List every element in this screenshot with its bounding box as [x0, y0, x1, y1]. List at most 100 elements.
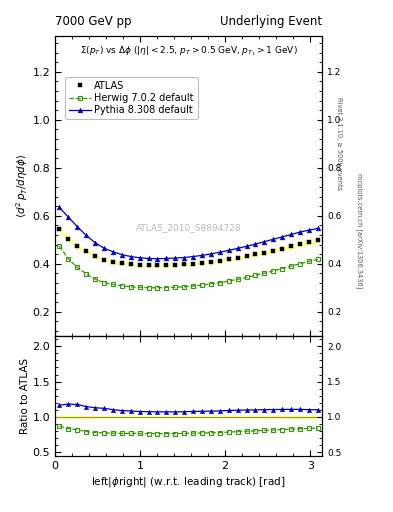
Pythia 8.308 default — [173, 255, 178, 261]
ATLAS — [191, 261, 195, 267]
ATLAS — [200, 260, 204, 266]
Herwig 7.0.2 default — [235, 276, 240, 283]
Pythia 8.308 default — [253, 241, 258, 247]
Pythia 8.308 default — [209, 251, 213, 257]
ATLAS — [307, 239, 311, 245]
Herwig 7.0.2 default — [164, 285, 169, 291]
Pythia 8.308 default — [129, 253, 133, 260]
Line: Herwig 7.0.2 default: Herwig 7.0.2 default — [57, 244, 320, 290]
Pythia 8.308 default — [298, 229, 302, 235]
Pythia 8.308 default — [164, 255, 169, 262]
Pythia 8.308 default — [146, 255, 151, 262]
ATLAS — [173, 262, 178, 268]
Pythia 8.308 default — [217, 249, 222, 255]
Herwig 7.0.2 default — [93, 276, 97, 282]
Herwig 7.0.2 default — [155, 285, 160, 291]
Herwig 7.0.2 default — [129, 284, 133, 290]
Herwig 7.0.2 default — [289, 263, 294, 269]
Text: 7000 GeV pp: 7000 GeV pp — [55, 15, 132, 28]
Herwig 7.0.2 default — [298, 261, 302, 267]
Pythia 8.308 default — [155, 255, 160, 262]
Pythia 8.308 default — [110, 249, 115, 255]
Pythia 8.308 default — [289, 231, 294, 238]
ATLAS — [298, 241, 302, 247]
Herwig 7.0.2 default — [110, 281, 115, 287]
ATLAS — [137, 262, 142, 268]
Herwig 7.0.2 default — [226, 278, 231, 284]
Pythia 8.308 default — [244, 243, 249, 249]
Text: Underlying Event: Underlying Event — [220, 15, 322, 28]
ATLAS — [93, 253, 97, 259]
Pythia 8.308 default — [200, 252, 204, 259]
ATLAS — [253, 251, 258, 258]
Herwig 7.0.2 default — [271, 268, 275, 274]
Line: ATLAS: ATLAS — [57, 226, 320, 268]
Pythia 8.308 default — [226, 247, 231, 253]
Herwig 7.0.2 default — [173, 284, 178, 290]
Herwig 7.0.2 default — [307, 258, 311, 264]
ATLAS — [164, 262, 169, 268]
Herwig 7.0.2 default — [137, 284, 142, 290]
Herwig 7.0.2 default — [119, 283, 124, 289]
Herwig 7.0.2 default — [253, 272, 258, 279]
ATLAS — [209, 259, 213, 265]
ATLAS — [280, 246, 285, 252]
ATLAS — [289, 243, 294, 249]
Pythia 8.308 default — [280, 234, 285, 240]
Pythia 8.308 default — [75, 224, 80, 230]
Pythia 8.308 default — [235, 245, 240, 251]
ATLAS — [226, 257, 231, 263]
Herwig 7.0.2 default — [66, 256, 71, 262]
Pythia 8.308 default — [137, 254, 142, 261]
Herwig 7.0.2 default — [57, 243, 62, 249]
Herwig 7.0.2 default — [217, 280, 222, 286]
ATLAS — [119, 260, 124, 266]
Herwig 7.0.2 default — [84, 271, 88, 277]
Pythia 8.308 default — [271, 236, 275, 242]
Pythia 8.308 default — [191, 253, 195, 260]
ATLAS — [244, 253, 249, 260]
Herwig 7.0.2 default — [244, 274, 249, 281]
Line: Pythia 8.308 default: Pythia 8.308 default — [57, 205, 320, 261]
Pythia 8.308 default — [119, 251, 124, 258]
X-axis label: left$|\phi$right$|$ (w.r.t. leading track) [rad]: left$|\phi$right$|$ (w.r.t. leading trac… — [92, 475, 286, 489]
ATLAS — [110, 259, 115, 265]
Pythia 8.308 default — [316, 225, 320, 231]
Herwig 7.0.2 default — [280, 266, 285, 272]
Pythia 8.308 default — [102, 245, 107, 251]
ATLAS — [235, 255, 240, 261]
ATLAS — [155, 262, 160, 268]
ATLAS — [316, 238, 320, 244]
Pythia 8.308 default — [93, 240, 97, 246]
Pythia 8.308 default — [66, 214, 71, 220]
Herwig 7.0.2 default — [209, 281, 213, 287]
Pythia 8.308 default — [307, 227, 311, 233]
ATLAS — [271, 247, 275, 253]
ATLAS — [182, 262, 187, 268]
ATLAS — [146, 262, 151, 268]
Y-axis label: $\langle d^2\, p_T / d\eta d\phi \rangle$: $\langle d^2\, p_T / d\eta d\phi \rangle… — [14, 154, 29, 218]
ATLAS — [262, 250, 267, 256]
Pythia 8.308 default — [262, 239, 267, 245]
Legend: ATLAS, Herwig 7.0.2 default, Pythia 8.308 default: ATLAS, Herwig 7.0.2 default, Pythia 8.30… — [65, 77, 198, 119]
Herwig 7.0.2 default — [200, 282, 204, 288]
Herwig 7.0.2 default — [146, 285, 151, 291]
Text: ATLAS_2010_S8894728: ATLAS_2010_S8894728 — [136, 223, 241, 232]
Herwig 7.0.2 default — [182, 284, 187, 290]
Herwig 7.0.2 default — [316, 257, 320, 263]
Herwig 7.0.2 default — [191, 283, 195, 289]
ATLAS — [217, 258, 222, 264]
Text: mcplots.cern.ch [arXiv:1306.3436]: mcplots.cern.ch [arXiv:1306.3436] — [356, 173, 362, 288]
Pythia 8.308 default — [57, 204, 62, 210]
ATLAS — [75, 243, 80, 249]
ATLAS — [84, 248, 88, 254]
Pythia 8.308 default — [182, 254, 187, 261]
Herwig 7.0.2 default — [75, 264, 80, 270]
ATLAS — [102, 257, 107, 263]
ATLAS — [66, 236, 71, 242]
Y-axis label: Ratio to ATLAS: Ratio to ATLAS — [20, 358, 29, 434]
ATLAS — [57, 226, 62, 232]
ATLAS — [129, 262, 133, 268]
Herwig 7.0.2 default — [262, 270, 267, 276]
Herwig 7.0.2 default — [102, 280, 107, 286]
